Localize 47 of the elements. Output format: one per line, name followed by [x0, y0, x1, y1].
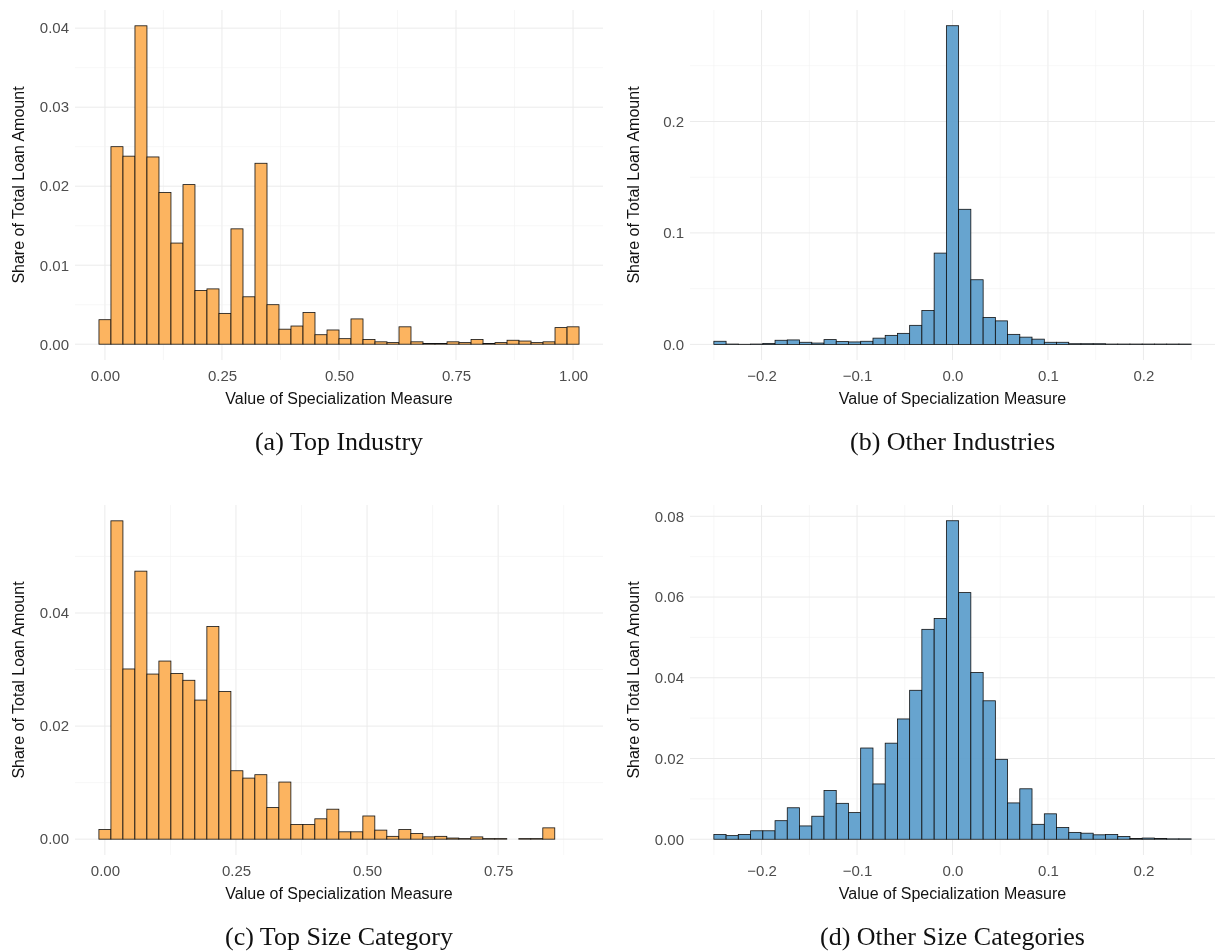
x-tick-label: 0.00 [90, 366, 121, 384]
y-axis-title: Share of Total Loan Amount [10, 580, 27, 779]
x-tick-label: 0.75 [484, 861, 514, 879]
y-tick-label: 0.04 [39, 19, 69, 37]
x-tick-label: −0.2 [747, 861, 777, 879]
y-tick-label: 0.03 [39, 98, 69, 116]
y-tick-label: 0.04 [654, 669, 684, 687]
x-tick-label: −0.1 [842, 861, 873, 879]
x-tick-label: 0.00 [90, 861, 120, 879]
x-tick-label: 0.0 [942, 861, 964, 879]
y-tick-label: 0.0 [663, 335, 684, 353]
x-tick-label: 0.50 [324, 366, 355, 384]
x-tick-label: 0.25 [207, 366, 238, 384]
x-tick-label: 0.2 [1133, 861, 1155, 879]
y-tick-label: 0.00 [654, 830, 684, 848]
x-axis-title: Value of Specialization Measure [225, 390, 453, 407]
x-tick-label: 0.75 [441, 366, 472, 384]
x-tick-label: 1.00 [558, 366, 589, 384]
x-tick-label: 0.50 [352, 861, 383, 879]
y-axis-title: Share of Total Loan Amount [625, 580, 642, 779]
x-tick-label: 0.25 [221, 861, 252, 879]
y-tick-label: 0.02 [654, 749, 684, 767]
y-tick-label: 0.00 [39, 830, 69, 848]
x-tick-label: 0.0 [942, 366, 964, 384]
y-tick-label: 0.04 [39, 604, 69, 622]
y-tick-label: 0.02 [39, 177, 69, 195]
text: (d) Other Size Categories [820, 922, 1085, 951]
text: (b) Other Industries [849, 427, 1056, 456]
x-tick-label: 0.2 [1133, 366, 1155, 384]
y-tick-label: 0.1 [663, 224, 684, 242]
y-axis-title: Share of Total Loan Amount [10, 85, 27, 284]
text: (a) Top Industry [254, 427, 424, 456]
x-axis-title: Value of Specialization Measure [838, 390, 1067, 407]
y-tick-label: 0.2 [663, 112, 684, 130]
y-tick-label: 0.00 [39, 335, 69, 353]
x-tick-label: −0.2 [747, 366, 777, 384]
x-axis-title: Value of Specialization Measure [838, 885, 1067, 902]
x-axis-title: Value of Specialization Measure [225, 885, 453, 902]
x-tick-label: 0.1 [1038, 366, 1059, 384]
y-tick-label: 0.06 [654, 588, 684, 606]
y-axis-title: Share of Total Loan Amount [625, 85, 642, 284]
text: (c) Top Size Category [224, 922, 454, 951]
y-tick-label: 0.02 [39, 717, 69, 735]
y-tick-label: 0.08 [654, 507, 684, 525]
x-tick-label: 0.1 [1038, 861, 1059, 879]
x-tick-label: −0.1 [842, 366, 873, 384]
y-tick-label: 0.01 [39, 256, 69, 274]
